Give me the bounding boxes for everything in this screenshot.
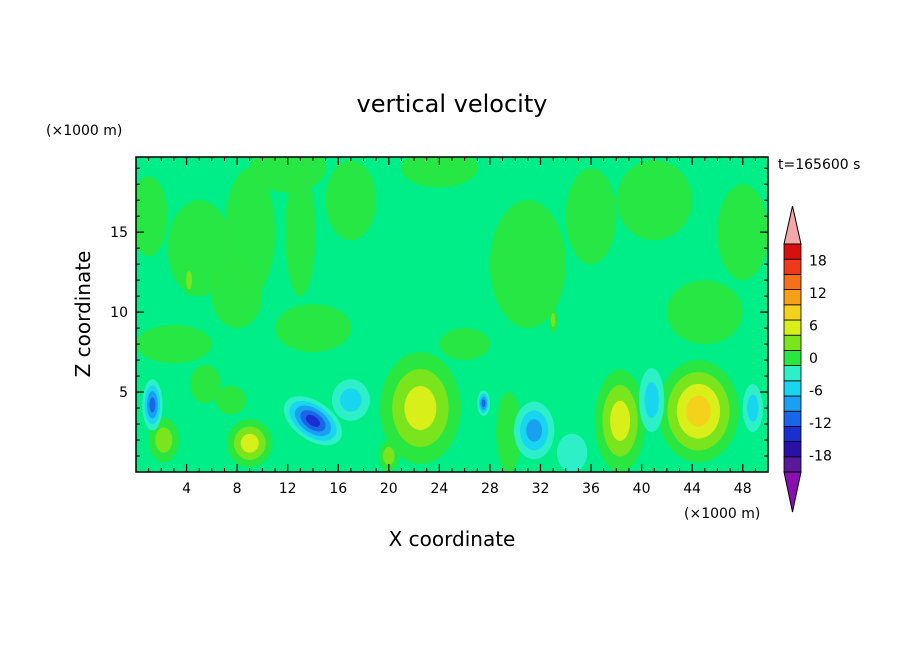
chart-title: vertical velocity: [357, 90, 548, 118]
downdraft-cell-18: [556, 433, 588, 472]
colorbar-under-arrow: [783, 471, 802, 513]
downdraft-cell-16: [639, 368, 665, 433]
colorbar-swatch: [783, 319, 802, 336]
y-tick-label: 10: [110, 305, 128, 321]
downdraft-cell-12: [283, 396, 343, 446]
colorbar-swatch: [783, 380, 802, 397]
y-unit-label: (×1000 m): [46, 123, 122, 139]
y-axis: 5 10 15: [110, 167, 768, 457]
green-band-12: [439, 328, 490, 361]
x-tick-label: 12: [279, 481, 297, 497]
colorbar-swatch: [783, 365, 802, 382]
updraft-cell-4: [379, 352, 461, 465]
colorbar-swatch: [783, 334, 802, 351]
x-tick-label: 36: [582, 481, 600, 497]
green-band-6: [275, 304, 351, 353]
colorbar-label: -6: [809, 384, 823, 400]
colorbar-swatch: [783, 243, 802, 260]
downdraft-cell-11: [142, 379, 163, 431]
x-axis: 4 8 12 16 20 24 28 32 36 40 44 48: [148, 157, 756, 497]
updraft-cell-7: [594, 369, 646, 472]
x-tick-label: 28: [481, 481, 499, 497]
x-tick-label: 8: [233, 481, 242, 497]
velocity-features: [142, 264, 763, 472]
updraft-cell-6: [496, 392, 522, 472]
colorbar-swatch: [783, 258, 802, 275]
x-unit-label: (×1000 m): [684, 506, 760, 522]
y-tick-label: 15: [110, 225, 128, 241]
green-band-11: [717, 184, 768, 281]
colorbar-label: 18: [809, 253, 827, 269]
x-tick-label: 48: [734, 481, 752, 497]
x-tick-label: 24: [430, 481, 448, 497]
green-band-2: [224, 168, 276, 297]
y-tick-label: 5: [119, 385, 128, 401]
x-tick-label: 44: [683, 481, 701, 497]
time-label: t=165600 s: [778, 157, 860, 173]
green-band-9: [616, 160, 693, 241]
colorbar-label: -12: [809, 416, 832, 432]
colorbar-swatch: [783, 410, 802, 427]
updraft-cell-8: [658, 360, 739, 463]
colorbar-label: 12: [809, 286, 827, 302]
colorbar-swatch: [783, 349, 802, 366]
green-band-8: [565, 168, 617, 265]
colorbar-label: 6: [809, 318, 818, 334]
updraft-cell-5: [378, 440, 399, 472]
x-tick-label: 40: [633, 481, 651, 497]
updraft-cell-2: [227, 419, 273, 468]
colorbar-swatch: [783, 304, 802, 321]
colorbar-label: 0: [809, 351, 818, 367]
downdraft-cell-13: [331, 379, 370, 421]
colorbar-swatch: [783, 289, 802, 306]
colorbar-swatch: [783, 441, 802, 458]
colorbar-swatch: [783, 456, 802, 473]
contour-plot-area: [136, 157, 768, 472]
green-band-10: [666, 280, 743, 345]
downdraft-cell-17: [742, 384, 763, 433]
upper-level-bands: [136, 157, 768, 364]
green-band-3: [285, 168, 316, 297]
colorbar-swatch: [783, 395, 802, 412]
updraft-cell-0: [148, 417, 179, 463]
updraft-cell-10: [549, 307, 557, 333]
x-tick-label: 32: [532, 481, 550, 497]
updraft-cell-1: [190, 364, 221, 404]
colorbar-swatch: [783, 273, 802, 290]
updraft-cell-9: [184, 264, 195, 297]
green-band-1: [167, 200, 231, 297]
x-tick-label: 20: [380, 481, 398, 497]
x-axis-label: X coordinate: [389, 527, 516, 551]
downdraft-cell-15: [513, 401, 555, 460]
green-band-15: [401, 157, 478, 188]
x-tick-label: 4: [182, 481, 191, 497]
updraft-cell-3: [215, 385, 246, 415]
green-band-7: [489, 200, 566, 329]
colorbar: -18 -12 -6 0 6 12 18: [783, 205, 832, 513]
green-band-4: [325, 160, 377, 241]
colorbar-label: -18: [809, 449, 832, 465]
colorbar-swatch: [783, 425, 802, 442]
green-band-14: [249, 157, 326, 193]
colorbar-over-arrow: [783, 205, 802, 245]
green-band-13: [211, 264, 263, 329]
green-band-0: [136, 176, 168, 257]
downdraft-cell-14: [477, 390, 490, 417]
green-band-5: [136, 324, 212, 364]
y-axis-label: Z coordinate: [71, 251, 95, 378]
x-tick-label: 16: [329, 481, 347, 497]
